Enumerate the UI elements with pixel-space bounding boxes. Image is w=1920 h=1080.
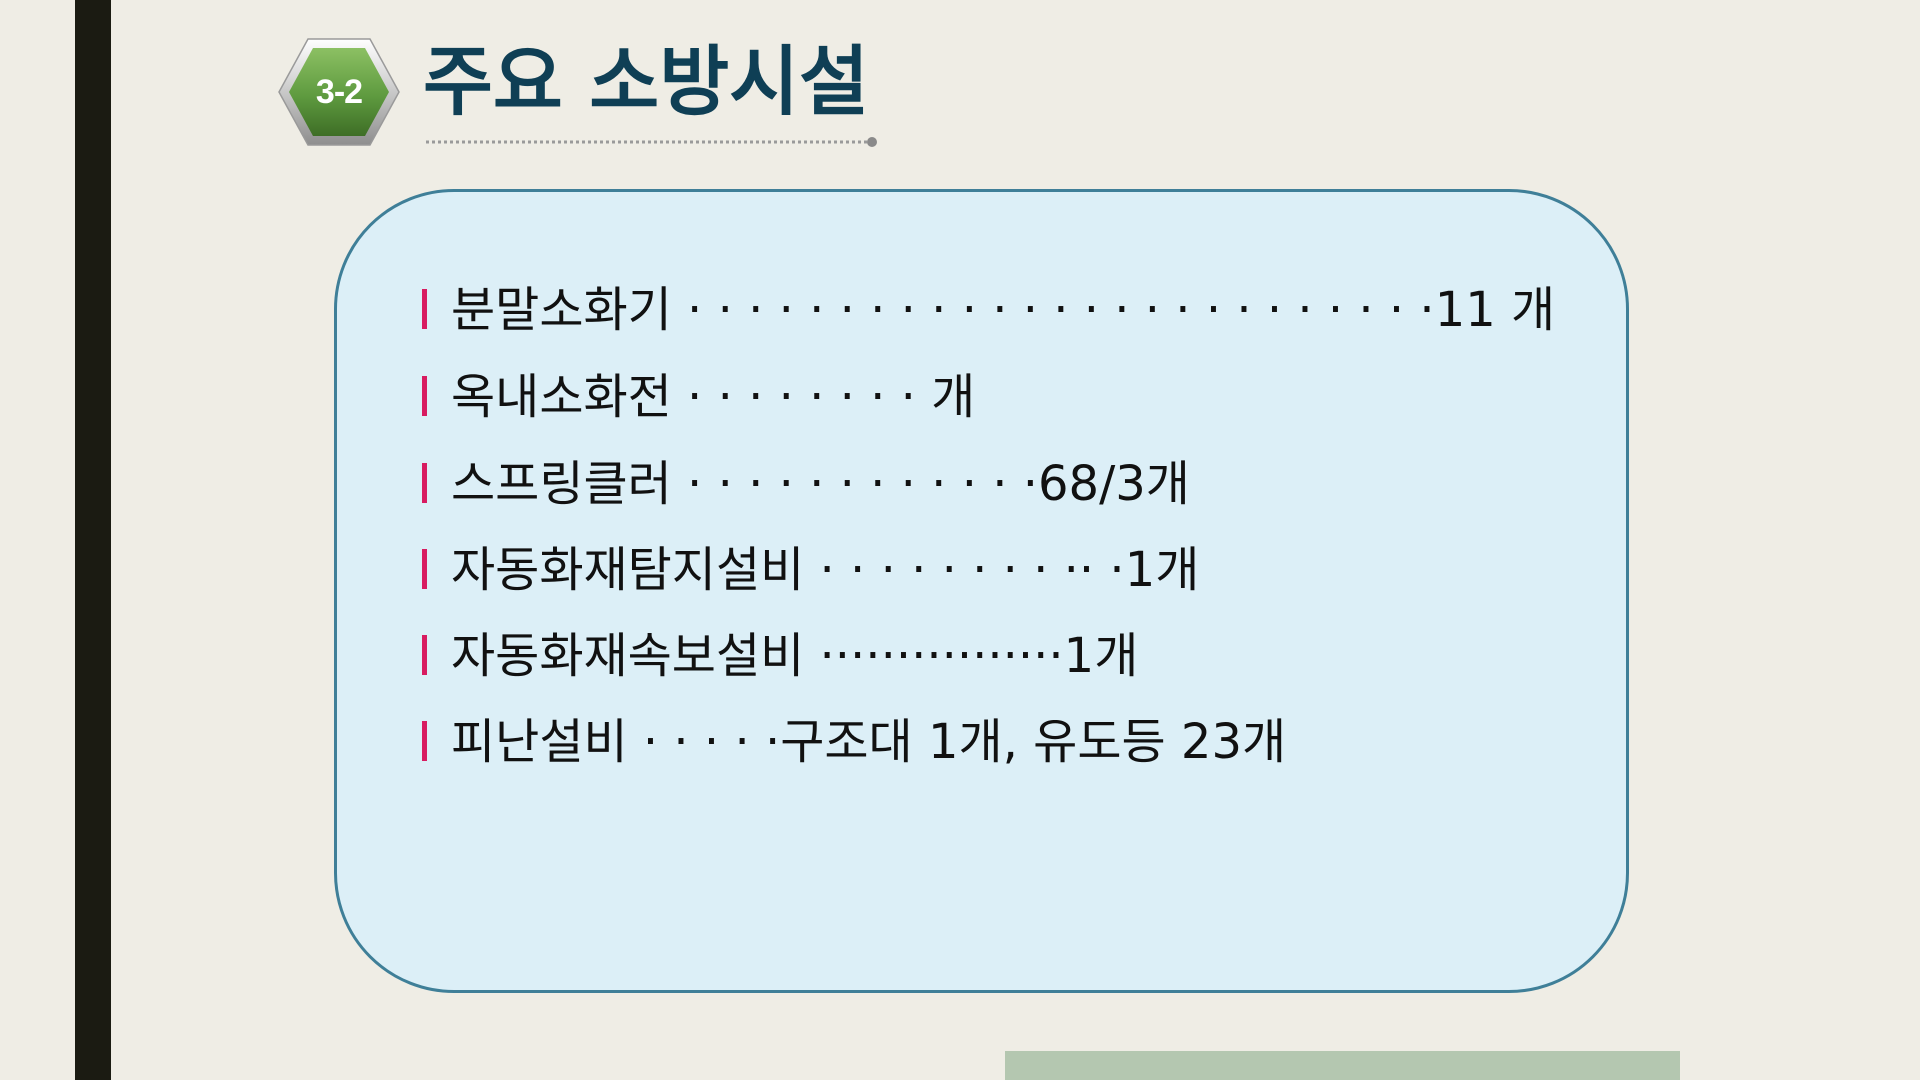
hexagon-icon [278,38,400,146]
list-item: 옥내소화전 · · · · · · · · 개 [422,362,975,432]
list-item-text: 옥내소화전 · · · · · · · · 개 [451,369,976,425]
title-dotted-underline [425,136,879,148]
left-accent-bar [75,0,111,1080]
list-item: 분말소화기 · · · · · · · · · · · · · · · · · … [422,275,1555,345]
bullet-marker [422,635,427,675]
bullet-marker [422,289,427,329]
list-item-text: 분말소화기 · · · · · · · · · · · · · · · · · … [451,282,1556,338]
facility-list-panel [334,189,1629,993]
list-item-text: 자동화재탐지설비 · · · · · · · · ·· ·1개 [451,542,1200,598]
section-number-badge: 3-2 [277,37,401,147]
bottom-decorative-strip [1005,1051,1680,1080]
list-item: 자동화재속보설비 ················1개 [422,621,1138,691]
list-item: 피난설비 · · · · ·구조대 1개, 유도등 23개 [422,707,1286,777]
bullet-marker [422,463,427,503]
list-item-text: 피난설비 · · · · ·구조대 1개, 유도등 23개 [451,714,1287,770]
page-title: 주요 소방시설 [423,37,869,126]
bullet-marker [422,549,427,589]
bullet-marker [422,376,427,416]
list-item: 스프링클러 · · · · · · · · · · · ·68/3개 [422,449,1190,519]
list-item-text: 스프링클러 · · · · · · · · · · · ·68/3개 [451,456,1190,512]
bullet-marker [422,721,427,761]
list-item: 자동화재탐지설비 · · · · · · · · ·· ·1개 [422,535,1199,605]
list-item-text: 자동화재속보설비 ················1개 [451,628,1139,684]
section-number: 3-2 [315,72,363,111]
